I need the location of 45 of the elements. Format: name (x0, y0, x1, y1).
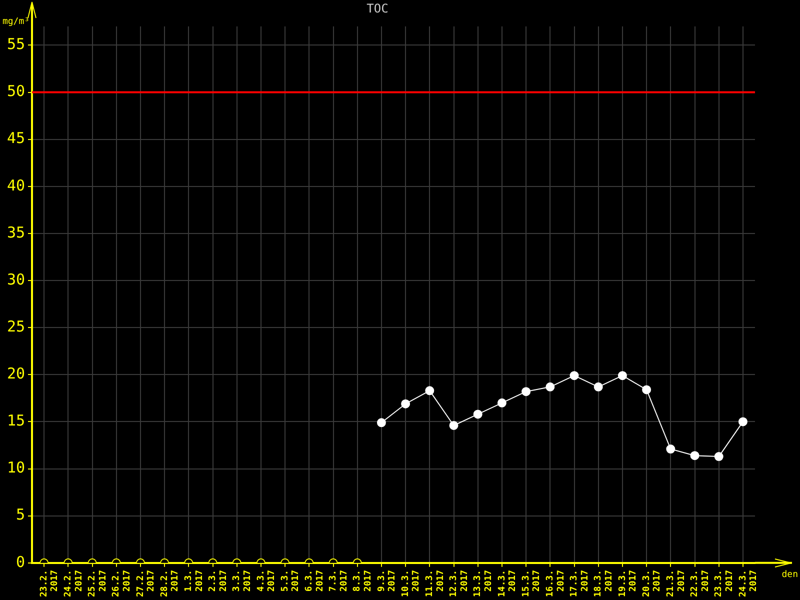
y-tick-label: 5 (16, 506, 25, 524)
x-tick-label: 20.3.2017 (642, 570, 663, 597)
y-tick-label: 15 (6, 412, 25, 430)
x-tick-label: 8.3.2017 (352, 570, 374, 592)
x-tick-label: 13.3.2017 (473, 570, 494, 597)
x-tick-label: 26.2.2017 (112, 570, 132, 597)
x-axis-title: den (782, 570, 798, 580)
x-tick-label: 28.2.2017 (160, 570, 181, 597)
y-axis-title: mg/m³ (2, 17, 30, 27)
y-tick-label: 55 (6, 35, 25, 54)
x-tick-label: 23.2.2017 (39, 570, 60, 597)
y-tick-label: 45 (6, 129, 25, 148)
x-tick-label: 9.3.2017 (376, 570, 398, 592)
chart-title: TOC (366, 1, 388, 16)
x-tick-label: 2.3.2017 (208, 570, 229, 592)
x-tick-label: 22.3.2017 (690, 570, 711, 597)
x-tick-label: 1.3.2017 (184, 570, 205, 592)
x-tick-label: 16.3.2017 (545, 570, 566, 597)
x-tick-label: 23.3.2017 (714, 570, 735, 597)
y-tick-label: 25 (6, 317, 25, 336)
x-tick-label: 6.3.2017 (304, 570, 326, 592)
x-tick-label: 24.3.2017 (738, 570, 760, 597)
x-tick-label: 5.3.2017 (280, 570, 302, 592)
x-tick-label: 12.3.2017 (449, 570, 470, 597)
y-tick-label: 0 (16, 552, 25, 571)
y-tick-label: 35 (6, 223, 25, 242)
x-tick-label: 25.2.2017 (88, 570, 108, 597)
x-tick-label: 3.3.2017 (232, 570, 253, 592)
y-tick-label: 10 (6, 458, 25, 477)
y-tick-label: 50 (6, 82, 25, 100)
x-tick-label: 7.3.2017 (328, 570, 350, 592)
x-tick-label: 14.3.2017 (497, 570, 518, 597)
x-tick-label: 10.3.2017 (400, 570, 422, 597)
y-tick-label: 20 (6, 364, 25, 383)
x-tick-label: 18.3.2017 (594, 570, 614, 597)
x-tick-label: 11.3.2017 (424, 570, 446, 597)
y-tick-label: 30 (6, 270, 25, 288)
x-tick-label: 24.2.2017 (63, 570, 84, 597)
x-tick-label: 19.3.2017 (618, 570, 639, 597)
x-tick-label: 15.3.2017 (521, 570, 542, 597)
x-tick-label: 21.3.2017 (666, 570, 687, 597)
x-tick-label: 17.3.2017 (570, 570, 590, 597)
y-tick-label: 40 (6, 176, 25, 194)
x-tick-label: 4.3.2017 (256, 570, 278, 592)
x-tick-label: 27.2.2017 (136, 570, 157, 597)
